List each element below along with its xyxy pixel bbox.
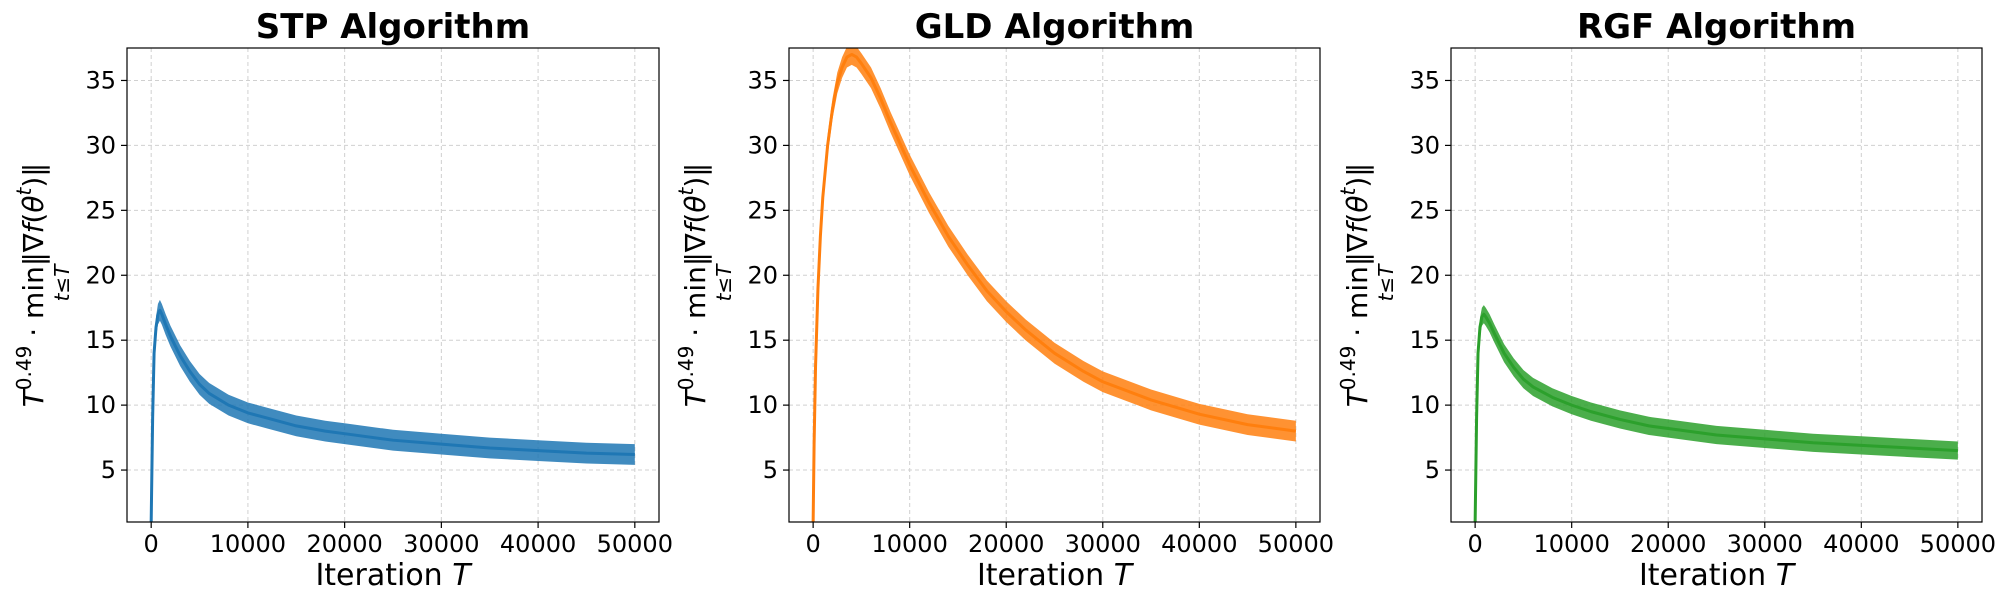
- x-axis-label: Iteration T: [977, 558, 1135, 593]
- y-tick-label: 20: [747, 261, 778, 289]
- x-tick-label: 30000: [1065, 530, 1141, 558]
- y-tick-label: 35: [747, 66, 778, 94]
- series-band-1: [1475, 305, 1958, 522]
- y-tick-label: 5: [1425, 456, 1440, 484]
- series-band-1: [151, 299, 635, 522]
- x-tick-label: 0: [805, 530, 820, 558]
- x-tick-label: 0: [144, 530, 159, 558]
- y-tick-label: 5: [763, 456, 778, 484]
- x-tick-label: 20000: [1630, 530, 1706, 558]
- x-tick-label: 50000: [1258, 530, 1334, 558]
- y-tick-label: 25: [747, 196, 778, 224]
- chart-title: RGF Algorithm: [1577, 7, 1856, 47]
- y-tick-label: 30: [747, 131, 778, 159]
- plot-frame: [126, 47, 660, 523]
- y-tick-label: 30: [1409, 131, 1440, 159]
- series-line-1: [811, 52, 1297, 522]
- chart-title: STP Algorithm: [256, 7, 530, 47]
- y-tick-label: 35: [1409, 66, 1440, 94]
- y-axis-label: T0.49 · min‖∇f(θt)‖t≤T: [1336, 163, 1398, 408]
- svg-text:t≤T: t≤T: [712, 263, 736, 302]
- x-tick-label: 0: [1467, 530, 1482, 558]
- x-axis-label: Iteration T: [315, 558, 473, 593]
- x-tick-label: 40000: [1823, 530, 1899, 558]
- y-tick-label: 25: [85, 196, 116, 224]
- y-tick-label: 10: [1409, 391, 1440, 419]
- y-tick-label: 10: [85, 391, 116, 419]
- x-tick-label: 50000: [1920, 530, 1996, 558]
- chart-panel-1: 0 10000 20000 30000 40000 50000 5 10 15 20 25 30 35 S…: [12, 7, 673, 593]
- x-tick-label: 40000: [500, 530, 576, 558]
- y-axis-label: T0.49 · min‖∇f(θt)‖t≤T: [674, 163, 736, 408]
- svg-text:t≤T: t≤T: [50, 263, 74, 302]
- x-tick-label: 30000: [403, 530, 479, 558]
- x-tick-label: 40000: [1161, 530, 1237, 558]
- x-tick-label: 30000: [1727, 530, 1803, 558]
- y-tick-label: 15: [747, 326, 778, 354]
- x-tick-label: 20000: [968, 530, 1044, 558]
- svg-text:T0.49 · min‖∇f(θt)‖: T0.49 · min‖∇f(θt)‖: [674, 163, 712, 408]
- x-tick-label: 50000: [597, 530, 673, 558]
- chart-panel-2: 0 10000 20000 30000 40000 50000 5 10 15 20 25 30 35 G…: [674, 7, 1334, 593]
- y-tick-label: 30: [85, 131, 116, 159]
- plot-frame: [788, 47, 1321, 523]
- series-line-1: [149, 308, 635, 522]
- series-band-1: [813, 48, 1296, 522]
- chart-panel-3: 0 10000 20000 30000 40000 50000 5 10 15 20 25 30 35 R…: [1336, 7, 1996, 593]
- chart-title: GLD Algorithm: [915, 7, 1195, 47]
- series-line-1: [1473, 312, 1958, 522]
- plot-frame: [1450, 47, 1983, 523]
- x-tick-label: 20000: [306, 530, 382, 558]
- svg-text:T0.49 · min‖∇f(θt)‖: T0.49 · min‖∇f(θt)‖: [12, 163, 50, 408]
- x-tick-label: 10000: [872, 530, 948, 558]
- svg-text:t≤T: t≤T: [1374, 263, 1398, 302]
- y-tick-label: 5: [101, 456, 116, 484]
- y-tick-label: 15: [1409, 326, 1440, 354]
- y-tick-label: 20: [1409, 261, 1440, 289]
- y-tick-label: 10: [747, 391, 778, 419]
- y-tick-label: 20: [85, 261, 116, 289]
- y-tick-label: 25: [1409, 196, 1440, 224]
- svg-text:T0.49 · min‖∇f(θt)‖: T0.49 · min‖∇f(θt)‖: [1336, 163, 1374, 408]
- x-axis-label: Iteration T: [1639, 558, 1797, 593]
- y-tick-label: 15: [85, 326, 116, 354]
- x-tick-label: 10000: [1534, 530, 1610, 558]
- x-tick-label: 10000: [210, 530, 286, 558]
- y-axis-label: T0.49 · min‖∇f(θt)‖t≤T: [12, 163, 74, 408]
- y-tick-label: 35: [85, 66, 116, 94]
